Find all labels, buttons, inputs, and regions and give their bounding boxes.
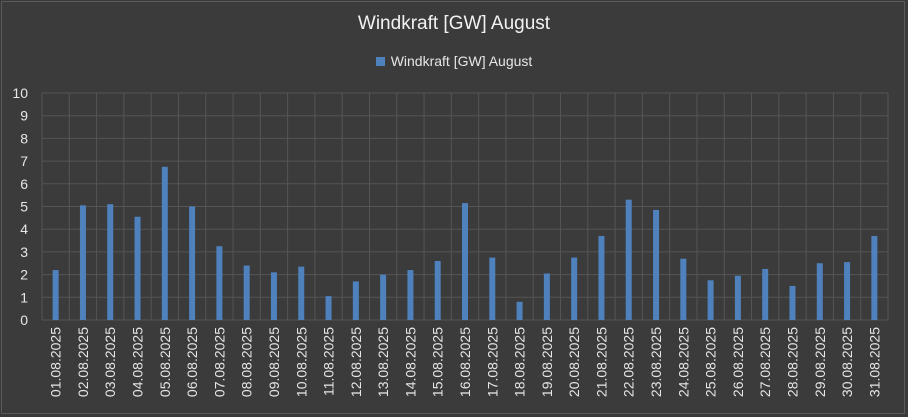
x-tick-label: 27.08.2025 [757, 327, 773, 397]
bar [625, 199, 632, 320]
x-tick-label: 30.08.2025 [839, 327, 855, 397]
y-tick-label: 5 [20, 199, 28, 215]
bar [107, 204, 114, 320]
x-tick-label: 12.08.2025 [348, 327, 364, 397]
bar [325, 296, 332, 320]
bar [243, 265, 250, 320]
bar [161, 166, 168, 320]
bar [871, 236, 878, 320]
y-tick-label: 8 [20, 130, 28, 146]
x-tick-label: 23.08.2025 [648, 327, 664, 397]
bar [844, 262, 851, 320]
y-tick-label: 10 [12, 85, 28, 101]
x-tick-label: 04.08.2025 [130, 327, 146, 397]
x-tick-label: 18.08.2025 [512, 327, 528, 397]
x-tick-label: 05.08.2025 [157, 327, 173, 397]
x-tick-label: 17.08.2025 [484, 327, 500, 397]
x-tick-label: 24.08.2025 [675, 327, 691, 397]
y-tick-label: 7 [20, 153, 28, 169]
y-tick-label: 0 [20, 312, 28, 328]
bar [707, 280, 714, 320]
bar [189, 206, 196, 320]
x-tick-label: 19.08.2025 [539, 327, 555, 397]
bar [298, 266, 305, 320]
bar [734, 275, 741, 320]
x-tick-label: 15.08.2025 [430, 327, 446, 397]
bar [462, 203, 468, 320]
bar [489, 257, 496, 320]
x-tick-label: 16.08.2025 [457, 327, 473, 397]
bar [380, 274, 387, 320]
bar [516, 301, 523, 320]
x-tick-label: 06.08.2025 [184, 327, 200, 397]
bar [680, 258, 687, 320]
bar [407, 270, 414, 320]
y-tick-label: 4 [20, 221, 28, 237]
legend-label: Windkraft [GW] August [390, 53, 533, 69]
x-tick-label: 21.08.2025 [593, 327, 609, 397]
bar [52, 270, 59, 320]
bar [789, 285, 796, 320]
legend-swatch [375, 57, 385, 66]
x-tick-label: 03.08.2025 [102, 327, 118, 397]
bar [352, 281, 359, 320]
bar [434, 260, 441, 320]
legend: Windkraft [GW] August [0, 53, 908, 69]
x-tick-label: 10.08.2025 [293, 327, 309, 397]
y-tick-label: 6 [20, 176, 28, 192]
bar [816, 263, 823, 320]
bar [653, 209, 660, 320]
bar [216, 246, 223, 320]
bar [79, 205, 86, 320]
y-tick-label: 3 [20, 244, 28, 260]
x-tick-label: 13.08.2025 [375, 327, 391, 397]
bar [134, 216, 141, 320]
x-tick-label: 14.08.2025 [402, 327, 418, 397]
y-tick-label: 9 [20, 108, 28, 124]
bar [598, 236, 605, 320]
x-tick-label: 29.08.2025 [812, 327, 828, 397]
bar [270, 272, 277, 320]
y-tick-label: 1 [20, 289, 28, 305]
x-tick-label: 20.08.2025 [566, 327, 582, 397]
x-tick-label: 09.08.2025 [266, 327, 282, 397]
x-tick-label: 31.08.2025 [866, 327, 882, 397]
bar [762, 268, 769, 320]
x-tick-label: 26.08.2025 [730, 327, 746, 397]
x-tick-label: 25.08.2025 [703, 327, 719, 397]
x-tick-label: 28.08.2025 [784, 327, 800, 397]
bar [571, 257, 578, 320]
x-tick-label: 22.08.2025 [621, 327, 637, 397]
y-tick-label: 2 [20, 267, 28, 283]
chart-title: Windkraft [GW] August [357, 13, 551, 34]
x-tick-label: 01.08.2025 [48, 327, 64, 397]
x-tick-label: 11.08.2025 [321, 327, 337, 396]
x-tick-label: 02.08.2025 [75, 327, 91, 397]
x-tick-label: 08.08.2025 [239, 327, 255, 397]
x-tick-label: 07.08.2025 [211, 327, 227, 397]
bar [543, 273, 550, 320]
